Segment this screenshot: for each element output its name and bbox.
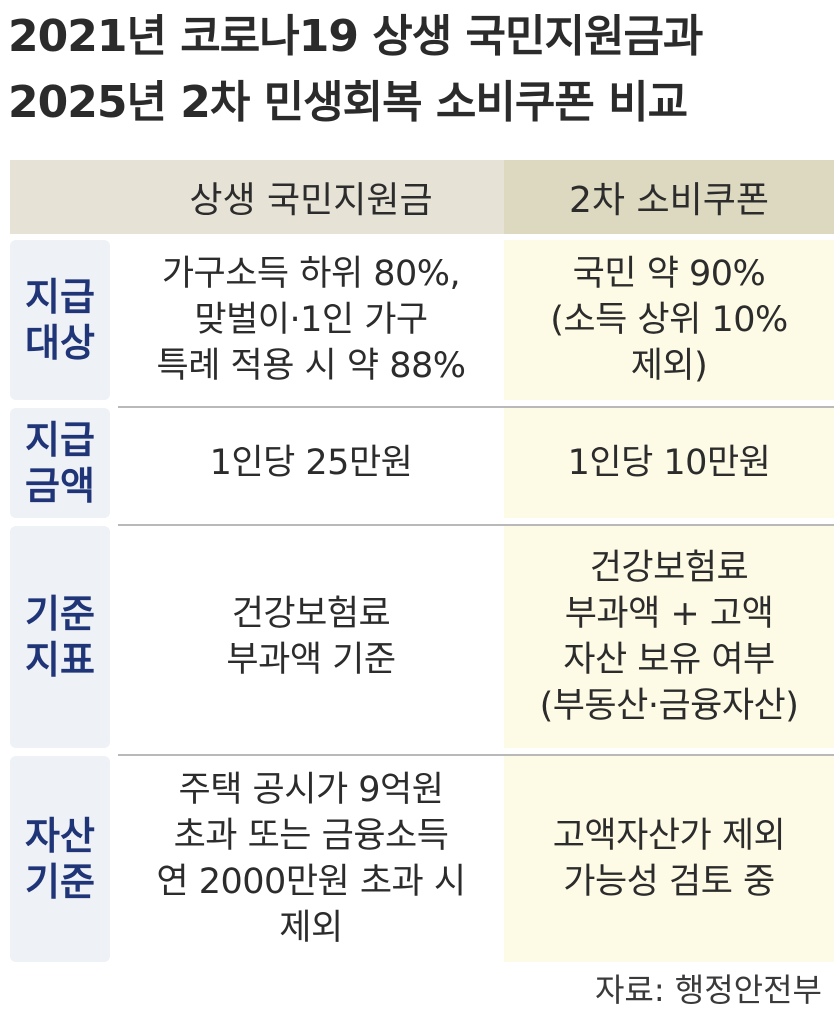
- cell-line: 부과액 기준: [226, 640, 396, 680]
- header-national-support-fund: 상생 국민지원금: [118, 160, 504, 234]
- cell-line: 자산 보유 여부: [563, 640, 775, 680]
- source-credit: 자료: 행정안전부: [594, 971, 822, 1009]
- cell-line: 특례 적용 시 약 88%: [156, 346, 467, 386]
- cell-coupon-asset: 고액자산가 제외 가능성 검토 중: [504, 756, 834, 962]
- row-divider: [118, 524, 834, 526]
- cell-coupon-criteria: 건강보험료 부과액 + 고액 자산 보유 여부 (부동산·금융자산): [504, 526, 834, 748]
- cell-line: 제외): [630, 346, 708, 386]
- title-line-1: 2021년 코로나19 상생 국민지원금과: [8, 11, 703, 62]
- cell-line: 초과 또는 금융소득: [173, 816, 449, 856]
- cell-line: (부동산·금융자산): [539, 686, 799, 726]
- row-divider: [118, 406, 834, 408]
- row-label-line: 대상: [25, 321, 95, 365]
- cell-line: 가구소득 하위 80%,: [161, 254, 461, 294]
- cell-line: 건강보험료: [231, 594, 391, 634]
- row-divider: [118, 754, 834, 756]
- cell-support-fund-asset: 주택 공시가 9억원 초과 또는 금융소득 연 2000만원 초과 시 제외: [118, 756, 504, 962]
- cell-line: 가능성 검토 중: [563, 862, 775, 902]
- row-label-line: 지표: [25, 638, 95, 682]
- cell-line: 건강보험료: [589, 548, 749, 588]
- cell-line: (소득 상위 10%: [550, 300, 788, 340]
- row-label-line: 금액: [25, 464, 95, 508]
- comparison-table: 상생 국민지원금 2차 소비쿠폰 지급 대상 가구소득 하위 80%, 맞벌이·…: [10, 160, 834, 962]
- header-corner: [10, 160, 118, 234]
- row-label-amount: 지급 금액: [10, 408, 110, 518]
- table-row: 기준 지표 건강보험료 부과액 기준 건강보험료 부과액 + 고액 자산 보유 …: [10, 526, 834, 748]
- cell-line: 고액자산가 제외: [552, 816, 786, 856]
- cell-coupon-amount: 1인당 10만원: [504, 408, 834, 518]
- table-row: 지급 금액 1인당 25만원 1인당 10만원: [10, 408, 834, 518]
- page-title: 2021년 코로나19 상생 국민지원금과 2025년 2차 민생회복 소비쿠폰…: [8, 4, 836, 136]
- table-header: 상생 국민지원금 2차 소비쿠폰: [10, 160, 834, 234]
- cell-line: 국민 약 90%: [572, 254, 766, 294]
- row-label-criteria: 기준 지표: [10, 526, 110, 748]
- cell-support-fund-amount: 1인당 25만원: [118, 408, 504, 518]
- cell-line: 맞벌이·1인 가구: [194, 300, 428, 340]
- row-label-eligibility: 지급 대상: [10, 240, 110, 400]
- row-label-line: 지급: [25, 418, 95, 462]
- row-label-line: 기준: [25, 860, 95, 904]
- row-label-line: 자산: [25, 814, 95, 858]
- cell-line: 주택 공시가 9억원: [178, 770, 444, 810]
- cell-line: 1인당 25만원: [209, 443, 413, 483]
- cell-line: 제외: [279, 908, 343, 948]
- table-row: 자산 기준 주택 공시가 9억원 초과 또는 금융소득 연 2000만원 초과 …: [10, 756, 834, 962]
- header-consumption-coupon: 2차 소비쿠폰: [504, 160, 834, 234]
- table-row: 지급 대상 가구소득 하위 80%, 맞벌이·1인 가구 특례 적용 시 약 8…: [10, 240, 834, 400]
- cell-support-fund-criteria: 건강보험료 부과액 기준: [118, 526, 504, 748]
- cell-line: 부과액 + 고액: [564, 594, 774, 634]
- cell-line: 1인당 10만원: [567, 443, 771, 483]
- row-label-asset-criteria: 자산 기준: [10, 756, 110, 962]
- cell-coupon-eligibility: 국민 약 90% (소득 상위 10% 제외): [504, 240, 834, 400]
- row-label-line: 지급: [25, 275, 95, 319]
- row-label-line: 기준: [25, 592, 95, 636]
- cell-line: 연 2000만원 초과 시: [156, 862, 466, 902]
- cell-support-fund-eligibility: 가구소득 하위 80%, 맞벌이·1인 가구 특례 적용 시 약 88%: [118, 240, 504, 400]
- title-line-2: 2025년 2차 민생회복 소비쿠폰 비교: [8, 77, 688, 128]
